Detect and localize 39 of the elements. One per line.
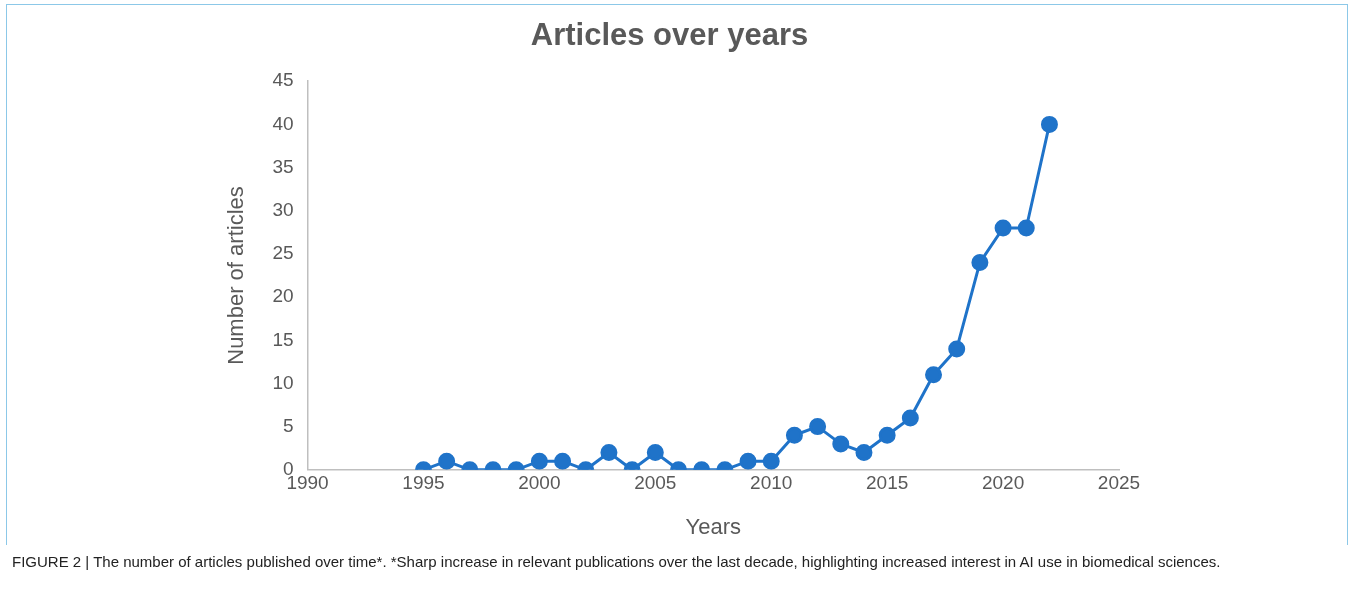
point xyxy=(1017,219,1035,237)
point xyxy=(739,452,757,470)
point xyxy=(832,435,850,453)
point xyxy=(994,219,1012,237)
x-tick-label: 2010 xyxy=(750,472,793,494)
y-tick-label: 5 xyxy=(282,414,294,436)
point xyxy=(901,409,919,427)
caption: FIGURE 2 | The number of articles published over time*. *Sharp increase in relevant publications over the last decade, highlighting increased interest in AI use in biomedical sciences. xyxy=(12,552,1222,572)
y-tick-label: 20 xyxy=(272,285,294,307)
y-tick-label: 35 xyxy=(272,155,294,177)
x-tick-label: 2005 xyxy=(634,472,677,494)
x-tick-label: 2015 xyxy=(866,472,909,494)
y-tick-label: 15 xyxy=(272,328,294,350)
chart-title: Articles over years xyxy=(530,17,809,53)
point xyxy=(1040,115,1058,133)
point xyxy=(809,418,827,436)
point xyxy=(925,366,943,384)
y-tick-label: 25 xyxy=(272,242,294,264)
point xyxy=(646,444,664,462)
point xyxy=(855,444,873,462)
point xyxy=(554,452,572,470)
point xyxy=(600,444,618,462)
x-tick-label: 2020 xyxy=(981,472,1025,494)
y-tick-label: 40 xyxy=(272,112,294,134)
point xyxy=(878,426,896,444)
x-tick-label: 1995 xyxy=(402,472,445,494)
y-axis-title: Number of articles xyxy=(223,186,249,365)
point xyxy=(530,452,548,470)
point xyxy=(785,426,803,444)
point xyxy=(762,452,780,470)
y-tick-label: 45 xyxy=(272,69,294,91)
y-tick-label: 10 xyxy=(272,371,294,393)
point xyxy=(971,254,989,272)
point xyxy=(948,340,966,358)
point xyxy=(438,452,456,470)
x-tick-label: 2025 xyxy=(1097,472,1141,494)
x-tick-label: 2000 xyxy=(518,472,561,494)
x-axis-title: Years xyxy=(685,513,741,539)
y-tick-label: 30 xyxy=(272,198,294,220)
